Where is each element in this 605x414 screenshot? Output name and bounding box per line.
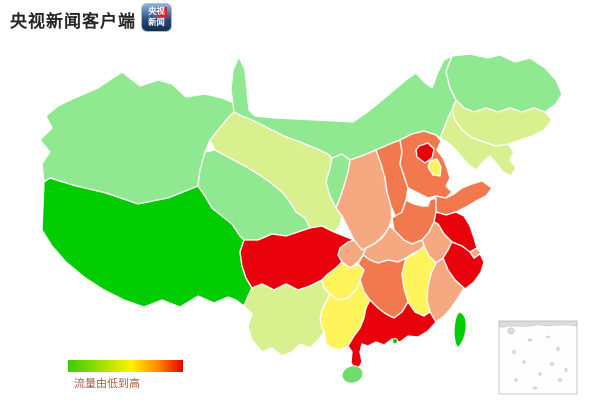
region-yunnan (243, 279, 331, 357)
region-shanghai (469, 247, 482, 259)
cctv-news-logo-icon: 央视 新闻 (141, 3, 172, 32)
region-liaoning (439, 109, 517, 177)
inset-island (507, 327, 515, 335)
region-tianjin (427, 158, 442, 177)
inset-island (538, 372, 542, 376)
inset-island (556, 346, 560, 352)
inset-island (546, 335, 550, 339)
legend-gradient-bar (68, 360, 183, 372)
logo-line1: 央视 (148, 6, 165, 16)
region-taiwan (453, 311, 467, 349)
legend-label: 流量由低到高 (74, 378, 140, 390)
region-hainan (341, 365, 364, 384)
inset-island (512, 349, 516, 355)
inset-island (522, 360, 526, 364)
inset-island (557, 378, 563, 382)
region-beijing (415, 142, 435, 164)
region-hongkong (391, 337, 399, 345)
inset-coastline (499, 321, 577, 328)
region-heilongjiang (445, 53, 563, 113)
logo-line2: 新闻 (148, 17, 165, 27)
inset-island (532, 386, 538, 390)
region-guangdong (347, 299, 437, 372)
inset-island (514, 378, 518, 382)
region-fujian (426, 257, 465, 323)
inset-island (564, 367, 568, 373)
inset-island (549, 362, 555, 366)
south-china-sea-inset (498, 320, 578, 395)
page-title: 央视新闻客户端 (10, 12, 136, 31)
logo-red-chip (157, 7, 167, 18)
inset-island (527, 338, 533, 342)
region-hebei (399, 130, 453, 199)
